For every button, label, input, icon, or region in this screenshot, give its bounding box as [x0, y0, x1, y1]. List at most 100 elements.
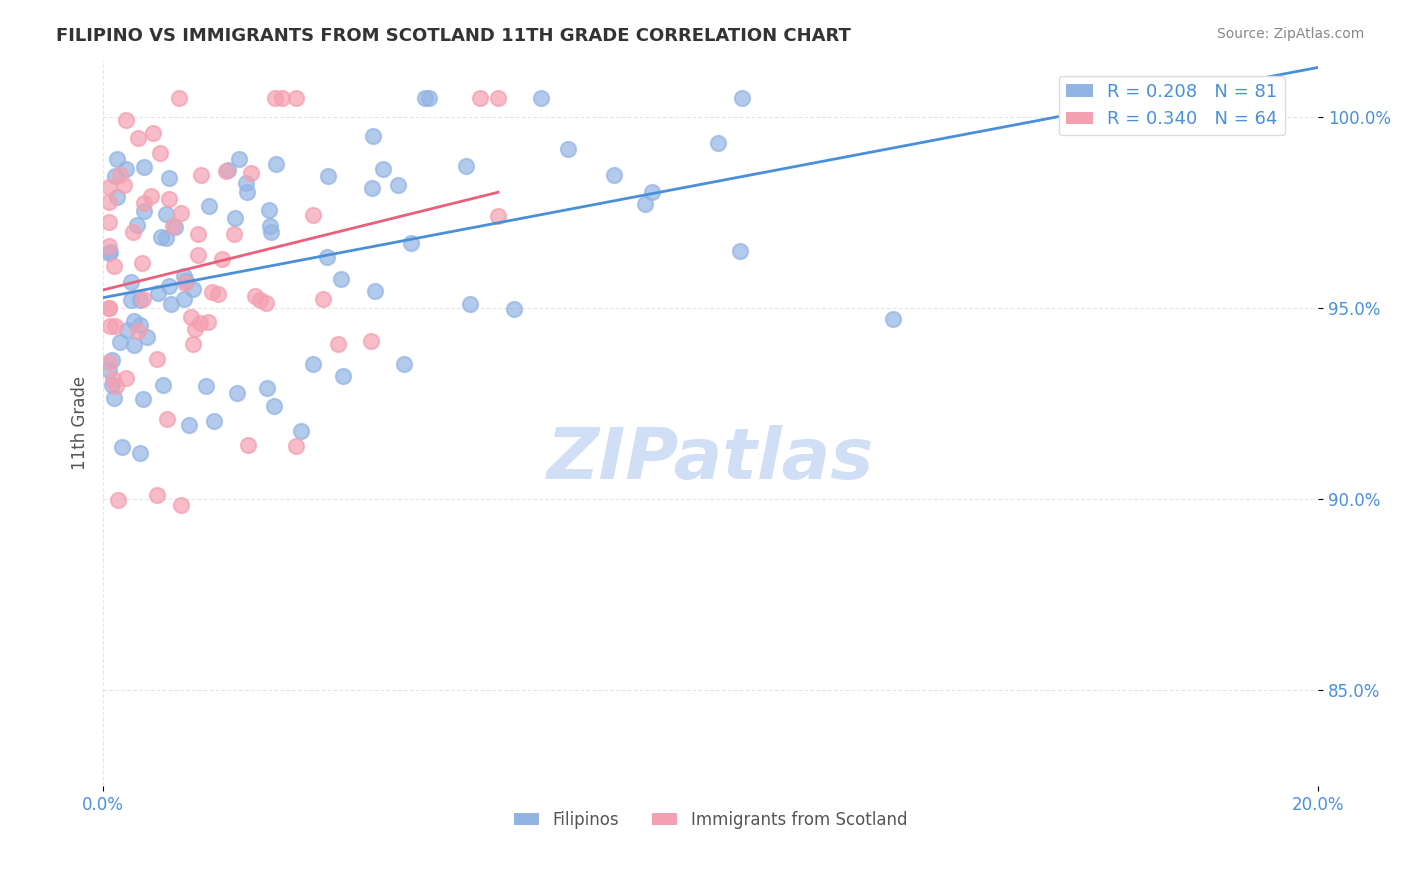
Point	[284, 91, 307, 105]
Point	[361, 181, 384, 195]
Text: Source: ZipAtlas.com: Source: ZipAtlas.com	[1216, 27, 1364, 41]
Point	[315, 250, 337, 264]
Point	[254, 296, 277, 310]
Point	[157, 192, 180, 206]
Point	[181, 282, 204, 296]
Point	[129, 293, 152, 307]
Point	[127, 131, 149, 145]
Point	[98, 194, 121, 209]
Point	[145, 352, 167, 367]
Point	[128, 318, 150, 333]
Point	[215, 164, 238, 178]
Point	[122, 338, 145, 352]
Point	[224, 227, 246, 241]
Point	[129, 445, 152, 459]
Point	[228, 153, 250, 167]
Point	[101, 372, 124, 386]
Point	[103, 392, 125, 406]
Point	[146, 488, 169, 502]
Point	[115, 371, 138, 385]
Point	[364, 284, 387, 298]
Point	[259, 219, 281, 233]
Point	[312, 292, 335, 306]
Point	[190, 168, 212, 182]
Point	[132, 203, 155, 218]
Point	[373, 161, 395, 176]
Point	[302, 208, 325, 222]
Point	[502, 302, 524, 317]
Point	[173, 268, 195, 283]
Point	[112, 178, 135, 193]
Point	[226, 385, 249, 400]
Point	[104, 378, 127, 392]
Point	[239, 166, 262, 180]
Point	[105, 152, 128, 166]
Point	[169, 91, 191, 105]
Point	[170, 206, 193, 220]
Point	[882, 312, 904, 326]
Point	[557, 142, 579, 156]
Point	[98, 239, 121, 253]
Point	[197, 315, 219, 329]
Point	[530, 91, 553, 105]
Point	[728, 244, 751, 259]
Point	[98, 301, 121, 316]
Point	[157, 171, 180, 186]
Point	[174, 276, 197, 290]
Point	[184, 322, 207, 336]
Point	[217, 162, 239, 177]
Point	[361, 128, 384, 143]
Point	[413, 91, 436, 105]
Point	[202, 414, 225, 428]
Point	[249, 293, 271, 307]
Point	[157, 279, 180, 293]
Point	[111, 441, 134, 455]
Point	[98, 363, 121, 377]
Point	[104, 318, 127, 333]
Point	[332, 368, 354, 383]
Point	[211, 252, 233, 267]
Point	[120, 293, 142, 307]
Point	[706, 136, 728, 150]
Point	[236, 185, 259, 199]
Point	[641, 185, 664, 199]
Point	[387, 178, 409, 193]
Point	[156, 412, 179, 426]
Point	[264, 156, 287, 170]
Point	[177, 417, 200, 432]
Point	[245, 288, 267, 302]
Point	[316, 169, 339, 183]
Point	[603, 168, 626, 182]
Point	[131, 255, 153, 269]
Point	[163, 220, 186, 235]
Point	[290, 424, 312, 438]
Point	[187, 227, 209, 241]
Point	[135, 330, 157, 344]
Point	[201, 285, 224, 300]
Legend: Filipinos, Immigrants from Scotland: Filipinos, Immigrants from Scotland	[508, 805, 914, 836]
Point	[257, 202, 280, 217]
Point	[146, 285, 169, 300]
Point	[100, 353, 122, 368]
Point	[188, 316, 211, 330]
Point	[120, 275, 142, 289]
Point	[634, 197, 657, 211]
Point	[108, 168, 131, 182]
Point	[162, 219, 184, 233]
Point	[330, 272, 353, 286]
Point	[454, 159, 477, 173]
Point	[149, 230, 172, 244]
Point	[176, 274, 198, 288]
Point	[152, 378, 174, 392]
Point	[115, 323, 138, 337]
Point	[134, 196, 156, 211]
Point	[207, 286, 229, 301]
Point	[107, 493, 129, 508]
Point	[160, 297, 183, 311]
Point	[486, 209, 509, 223]
Point	[98, 215, 121, 229]
Point	[139, 189, 162, 203]
Point	[105, 190, 128, 204]
Point	[195, 379, 218, 393]
Point	[108, 334, 131, 349]
